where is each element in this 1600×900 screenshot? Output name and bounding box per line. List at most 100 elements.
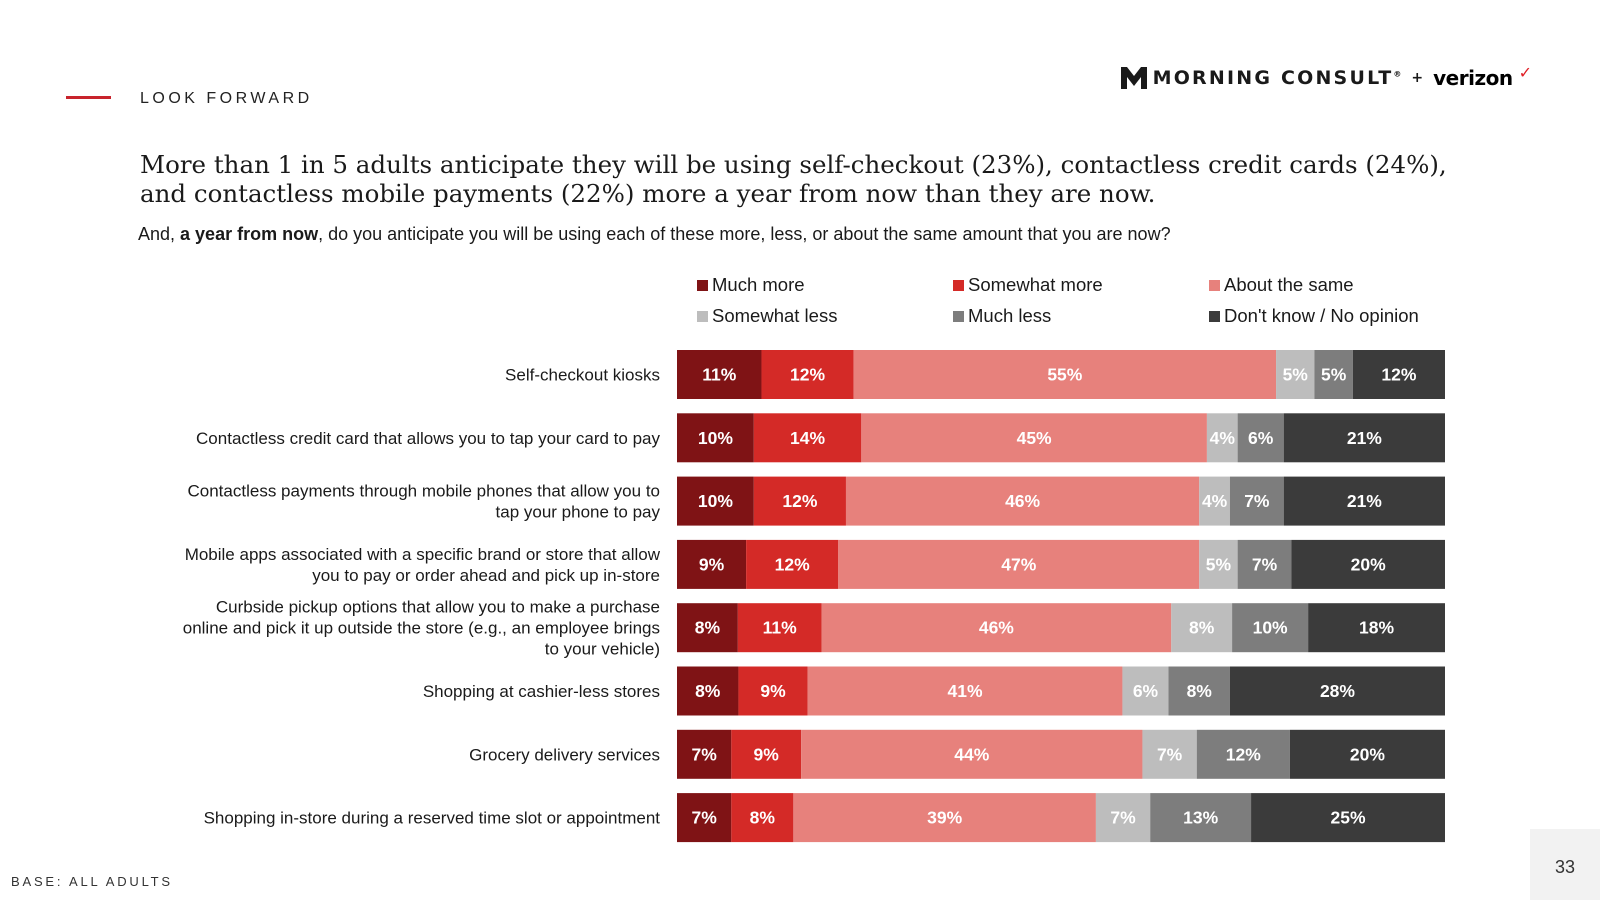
bar-value-label: 12%	[775, 554, 810, 574]
bar-value-label: 46%	[1005, 491, 1040, 511]
bar-segment	[1283, 476, 1445, 526]
bar-value-label: 12%	[790, 365, 825, 385]
bar-segment	[677, 539, 747, 589]
legend-item-dont-know: Don't know / No opinion	[1209, 305, 1457, 327]
bar-segment	[1289, 729, 1445, 779]
bar-segment	[1150, 793, 1252, 843]
bar-value-label: 9%	[699, 554, 725, 574]
bar-value-label: 25%	[1331, 808, 1366, 828]
bar-value-label: 46%	[979, 618, 1014, 638]
bar-value-label: 6%	[1133, 681, 1159, 701]
bar-value-label: 7%	[1110, 808, 1136, 828]
bar-value-label: 10%	[698, 491, 733, 511]
headline: More than 1 in 5 adults anticipate they …	[140, 150, 1447, 208]
bar-value-label: 47%	[1001, 554, 1036, 574]
bar-value-label: 13%	[1183, 808, 1218, 828]
bar-segment	[738, 666, 808, 716]
bar-value-label: 8%	[695, 681, 721, 701]
bar-segment	[677, 666, 739, 716]
bar-value-label: 41%	[947, 681, 982, 701]
page-number-box	[1530, 829, 1600, 900]
bar-segment	[746, 539, 839, 589]
morning-consult-logo-icon	[1120, 67, 1147, 89]
bar-value-label: 10%	[698, 428, 733, 448]
bar-value-label: 20%	[1350, 744, 1385, 764]
question-suffix: , do you anticipate you will be using ea…	[318, 224, 1171, 244]
bar-segment	[1237, 413, 1284, 463]
bar-segment	[677, 793, 732, 843]
bar-value-label: 9%	[754, 744, 780, 764]
legend-swatch-dont-know	[1209, 310, 1220, 322]
category-label: Curbside pickup options that allow you t…	[183, 598, 660, 659]
bar-segment	[753, 413, 862, 463]
category-label: Contactless payments through mobile phon…	[188, 482, 661, 522]
bar-segment	[1291, 539, 1445, 589]
verizon-check-icon: ✓	[1518, 62, 1532, 82]
bar-segment	[861, 413, 1207, 463]
legend-swatch-much-more	[697, 279, 708, 291]
legend-label: Somewhat less	[712, 305, 838, 326]
bar-segment	[677, 413, 754, 463]
bar-value-label: 5%	[1206, 554, 1232, 574]
legend-label: Somewhat more	[968, 274, 1103, 295]
bar-segment	[821, 603, 1172, 653]
bar-value-label: 9%	[760, 681, 786, 701]
bar-segment	[761, 350, 854, 399]
bar-segment	[1229, 666, 1445, 716]
bar-segment	[1237, 539, 1292, 589]
category-label: Shopping at cashier-less stores	[423, 682, 660, 701]
bar-segment	[677, 729, 732, 779]
bar-value-label: 21%	[1347, 428, 1382, 448]
survey-question: And, a year from now, do you anticipate …	[138, 224, 1171, 245]
bar-value-label: 28%	[1320, 681, 1355, 701]
legend-label: Much less	[968, 305, 1052, 326]
bar-segment	[1283, 413, 1445, 463]
brand-reg-mark: ®	[1393, 69, 1402, 79]
legend-item-about-same: About the same	[1209, 274, 1457, 296]
bar-value-label: 21%	[1347, 491, 1382, 511]
bar-value-label: 11%	[702, 365, 736, 385]
bar-segment	[1171, 603, 1233, 653]
bar-value-label: 14%	[790, 428, 825, 448]
bar-value-label: 7%	[692, 808, 718, 828]
bar-segment	[1142, 729, 1197, 779]
legend-item-much-more: Much more	[697, 274, 953, 296]
category-label: Mobile apps associated with a specific b…	[185, 545, 661, 585]
chart-legend: Much more Somewhat more About the same S…	[697, 274, 1457, 327]
category-label: Contactless credit card that allows you …	[196, 429, 660, 448]
bar-segment	[1199, 476, 1230, 526]
bar-value-label: 8%	[1187, 681, 1213, 701]
bar-segment	[1308, 603, 1445, 653]
bar-value-label: 20%	[1351, 554, 1386, 574]
section-label: LOOK FORWARD	[140, 90, 313, 107]
bar-segment	[807, 666, 1123, 716]
bar-value-label: 55%	[1047, 365, 1082, 385]
bar-value-label: 12%	[1381, 365, 1416, 385]
section-accent-line	[66, 96, 111, 99]
bar-segment	[737, 603, 822, 653]
bar-value-label: 7%	[692, 744, 718, 764]
partner-name: verizon	[1433, 66, 1513, 90]
bar-segment	[731, 793, 794, 843]
bar-segment	[1196, 729, 1290, 779]
brand-name: MORNING CONSULT®	[1153, 67, 1402, 89]
bar-segment	[1314, 350, 1353, 399]
bar-value-label: 4%	[1202, 491, 1228, 511]
legend-item-somewhat-more: Somewhat more	[953, 274, 1209, 296]
legend-item-much-less: Much less	[953, 305, 1209, 327]
bar-segment	[1352, 350, 1445, 399]
bar-value-label: 5%	[1283, 365, 1309, 385]
brand-plus: +	[1411, 70, 1424, 86]
bar-segment	[753, 476, 846, 526]
bar-value-label: 7%	[1157, 744, 1183, 764]
page-number: 33	[1555, 857, 1576, 877]
bar-segment	[677, 476, 754, 526]
bar-segment	[801, 729, 1143, 779]
category-label: Grocery delivery services	[469, 745, 660, 764]
bar-value-label: 12%	[1226, 744, 1261, 764]
bar-segment	[1199, 539, 1238, 589]
bar-value-label: 8%	[1189, 618, 1215, 638]
bar-value-label: 8%	[750, 808, 776, 828]
legend-swatch-somewhat-more	[953, 279, 964, 291]
